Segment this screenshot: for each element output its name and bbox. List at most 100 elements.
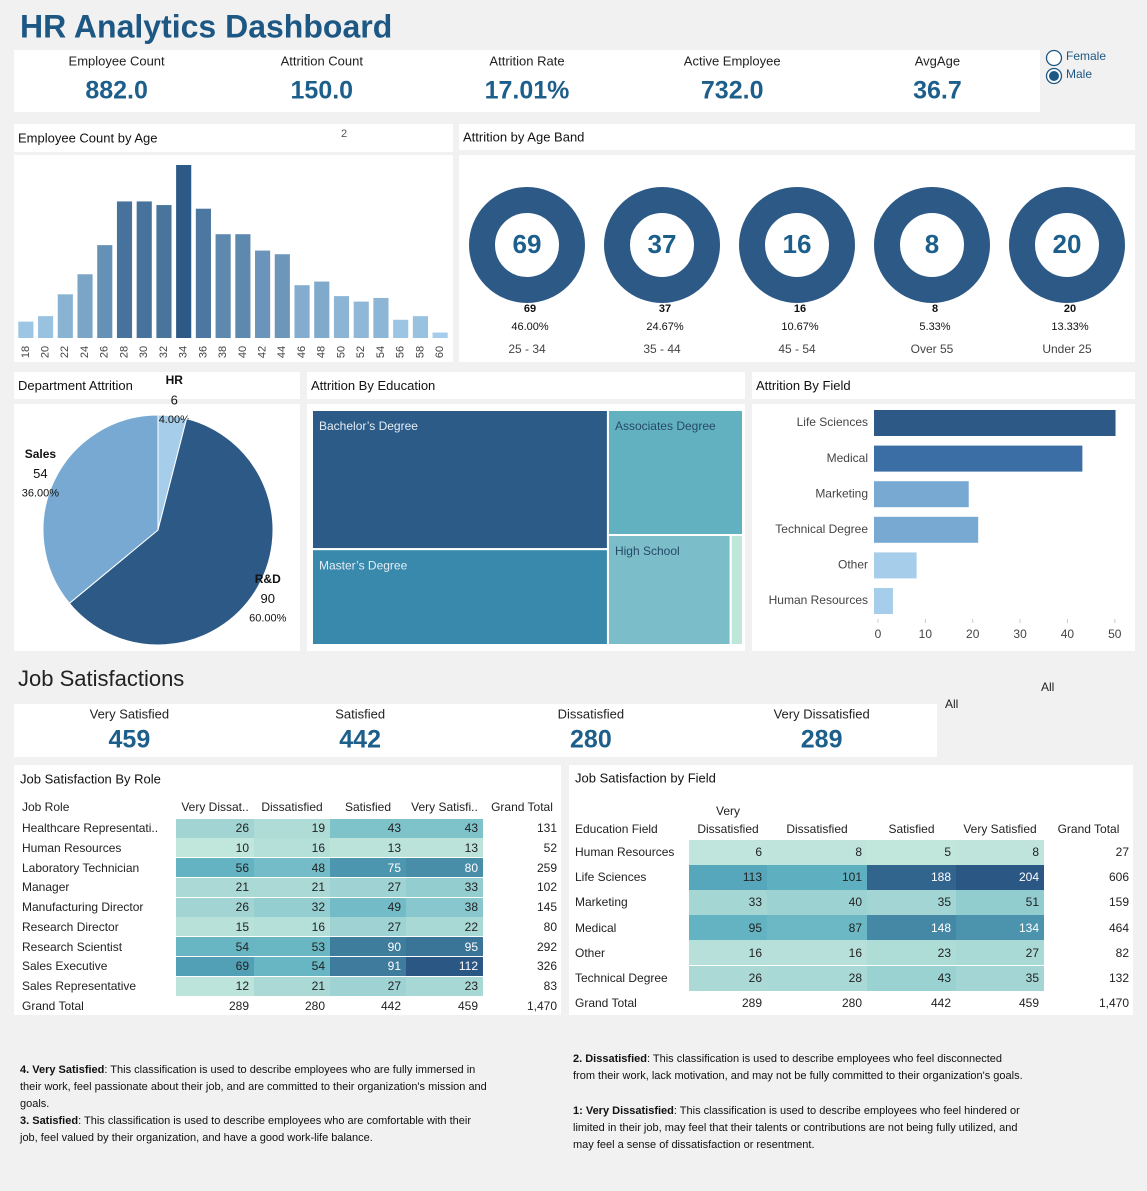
heat-cell: 16	[254, 917, 330, 937]
heat-cell: 27	[330, 877, 406, 897]
bar	[333, 296, 350, 338]
filter-label[interactable]: All	[945, 697, 958, 711]
bar	[874, 552, 917, 579]
value-label: 16	[794, 303, 806, 315]
kpi-label: Employee Count	[69, 53, 165, 68]
donut-ring	[739, 187, 855, 303]
kpi-label: AvgAge	[915, 53, 960, 68]
note-lead: 4. Very Satisfied	[20, 1064, 105, 1076]
category-label: 25 - 34	[508, 342, 546, 356]
heat-cell: 16	[767, 940, 867, 966]
heat-cell: 134	[956, 915, 1044, 941]
x-tick-label: 30	[1013, 627, 1027, 641]
kpi-value: 280	[570, 726, 612, 754]
note-text: : This classification is used to describ…	[573, 1105, 1020, 1151]
column-header: Very Dissat..	[181, 800, 249, 814]
kpi-label: Very Satisfied	[90, 706, 170, 721]
row-label: Research Director	[22, 919, 119, 934]
panel-header	[14, 124, 453, 152]
heat-cell: 43	[330, 818, 406, 838]
donut-center-value: 20	[1053, 229, 1082, 259]
x-tick-label: 46	[296, 346, 308, 358]
panel-header	[14, 372, 300, 399]
heat-cell: 26	[176, 897, 254, 917]
slice-value: 54	[33, 466, 47, 481]
kpi-panel	[14, 50, 1040, 112]
row-label: Grand Total	[22, 998, 84, 1013]
note: 4. Very Satisfied: This classification i…	[20, 1062, 490, 1113]
x-tick-label: 0	[875, 627, 882, 641]
x-tick-label: 18	[20, 346, 32, 358]
kpi-value: 36.7	[913, 77, 962, 105]
note-text: : This classification is used to describ…	[20, 1115, 472, 1144]
x-tick-label: 10	[919, 627, 933, 641]
column-header: Grand Total	[491, 800, 553, 814]
heat-cell: 6	[689, 839, 767, 865]
row-label: Manufacturing Director	[22, 900, 144, 914]
heat-cell: 10	[176, 838, 254, 858]
donut-ring	[604, 187, 720, 303]
x-tick-label: 40	[1061, 627, 1075, 641]
grand-total-cell: 52	[543, 840, 557, 855]
filter-label[interactable]: All	[1041, 680, 1054, 694]
bar	[874, 588, 893, 614]
bar	[116, 201, 133, 338]
x-tick-label: 38	[217, 346, 229, 358]
pie-slice	[42, 414, 159, 605]
total-cell: 280	[841, 996, 862, 1011]
heat-cell: 113	[689, 864, 767, 890]
heat-cell: 56	[176, 858, 254, 877]
annotation: 2	[341, 128, 347, 140]
kpi-label: Very Dissatisfied	[774, 706, 870, 721]
x-tick-label: 26	[99, 346, 111, 358]
filter-label[interactable]: Female	[1066, 49, 1106, 63]
y-tick-label: Technical Degree	[775, 522, 868, 536]
donut-center-value: 37	[648, 229, 677, 259]
panel-header	[459, 124, 1135, 150]
radio-female[interactable]	[1045, 49, 1063, 67]
treemap-cell	[311, 409, 609, 551]
percent-label: 46.00%	[511, 321, 549, 333]
note-lead: 1: Very Dissatisfied	[573, 1105, 674, 1117]
bar	[353, 301, 369, 338]
slice-percent: 36.00%	[22, 488, 60, 500]
bar	[97, 245, 113, 338]
kpi-label: Dissatisfied	[558, 706, 624, 721]
heat-cell: 48	[254, 858, 330, 877]
x-tick-label: 48	[316, 346, 328, 358]
note-text: : This classification is used to describ…	[573, 1053, 1023, 1082]
column-header: Very Satisfied	[963, 822, 1037, 836]
grand-total-cell: 102	[536, 880, 557, 895]
heat-cell: 40	[767, 889, 867, 915]
bar	[373, 297, 389, 338]
total-cell: 459	[1018, 996, 1039, 1011]
x-tick-label: 58	[414, 346, 426, 358]
x-tick-label: 54	[375, 346, 387, 358]
y-tick-label: Medical	[827, 451, 868, 465]
percent-label: 24.67%	[646, 321, 684, 333]
total-cell: 289	[228, 998, 249, 1013]
grand-total-cell: 326	[536, 959, 557, 974]
bar	[176, 165, 192, 338]
filter-label[interactable]: Male	[1066, 67, 1092, 81]
kpi-label: Attrition Count	[281, 53, 364, 68]
donut-center-value: 69	[513, 229, 542, 259]
panel-header	[752, 372, 1135, 399]
column-header: Satisfied	[888, 822, 935, 836]
note: 1: Very Dissatisfied: This classificatio…	[573, 1103, 1023, 1154]
grand-total-cell: 145	[536, 900, 557, 914]
x-tick-label: 36	[197, 346, 209, 358]
heat-cell: 69	[176, 956, 254, 976]
total-cell: 459	[457, 998, 478, 1013]
column-header: Dissatisfied	[786, 822, 848, 836]
row-label: Life Sciences	[575, 870, 647, 885]
treemap-label: Master’s Degree	[319, 558, 408, 572]
heat-cell: 101	[767, 864, 867, 890]
kpi-value: 732.0	[701, 77, 764, 105]
bar	[38, 316, 54, 338]
heat-cell: 95	[689, 915, 767, 941]
heat-cell: 54	[254, 956, 330, 976]
row-label: Grand Total	[575, 996, 637, 1011]
bar	[874, 445, 1083, 472]
grand-total-cell: 259	[536, 860, 557, 875]
